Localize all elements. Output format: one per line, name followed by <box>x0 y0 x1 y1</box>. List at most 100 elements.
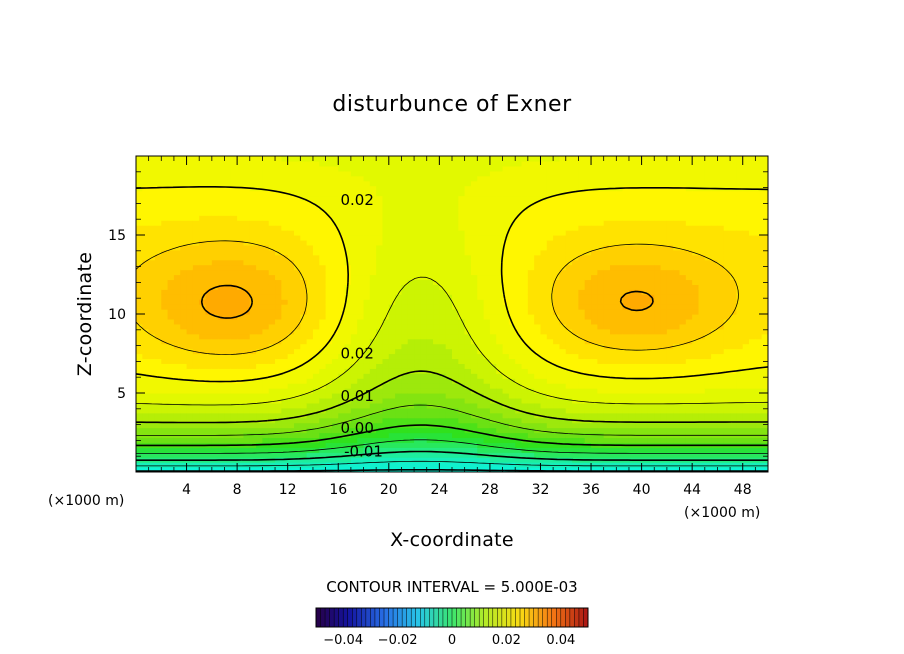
field-cell <box>496 284 504 290</box>
field-cell <box>388 254 396 261</box>
field-cell <box>401 407 409 414</box>
field-cell <box>407 358 415 364</box>
field-cell <box>331 437 339 443</box>
field-cell <box>186 397 194 404</box>
field-cell <box>414 254 421 261</box>
field-cell <box>344 333 352 340</box>
field-cell <box>154 215 162 221</box>
field-cell <box>142 254 150 261</box>
field-cell <box>540 437 548 443</box>
field-cell <box>584 437 592 443</box>
field-cell <box>414 388 421 394</box>
field-cell <box>483 358 491 364</box>
field-cell <box>319 264 327 271</box>
field-cell <box>243 299 251 305</box>
field-cell <box>312 185 320 192</box>
field-cell <box>439 239 447 246</box>
field-cell <box>154 200 162 206</box>
field-cell <box>294 289 301 295</box>
field-cell <box>603 235 611 241</box>
field-cell <box>458 412 466 419</box>
field-cell <box>489 358 497 364</box>
field-cell <box>426 205 434 211</box>
field-cell <box>275 447 282 453</box>
field-cell <box>622 397 630 404</box>
field-cell <box>230 235 238 241</box>
field-cell <box>388 437 396 443</box>
field-cell <box>591 462 598 468</box>
field-cell <box>388 328 396 335</box>
field-cell <box>426 328 434 335</box>
field-cell <box>559 427 567 434</box>
field-cell <box>224 180 232 187</box>
field-cell <box>167 195 175 202</box>
field-cell <box>180 314 188 320</box>
field-cell <box>407 185 415 192</box>
field-cell <box>445 269 453 276</box>
field-cell <box>142 314 150 320</box>
field-cell <box>382 427 390 434</box>
field-cell <box>414 363 421 369</box>
field-cell <box>578 358 586 364</box>
field-cell <box>376 289 384 295</box>
field-cell <box>420 165 428 172</box>
field-cell <box>591 180 598 187</box>
field-cell <box>192 279 200 285</box>
field-cell <box>148 289 156 295</box>
field-cell <box>199 467 207 472</box>
field-cell <box>622 195 630 202</box>
field-cell <box>211 180 219 187</box>
field-cell <box>363 437 371 443</box>
field-cell <box>382 239 390 246</box>
field-cell <box>338 294 346 300</box>
field-cell <box>376 393 384 399</box>
field-cell <box>294 437 301 443</box>
field-cell <box>565 422 573 429</box>
field-cell <box>192 393 200 399</box>
field-cell <box>597 205 605 211</box>
field-cell <box>420 363 428 369</box>
field-cell <box>211 348 219 355</box>
field-cell <box>136 264 143 271</box>
field-cell <box>142 407 150 414</box>
field-cell <box>363 175 371 182</box>
field-cell <box>186 289 194 295</box>
field-cell <box>622 175 630 182</box>
field-cell <box>540 170 548 177</box>
field-cell <box>439 225 447 231</box>
field-cell <box>331 274 339 281</box>
field-cell <box>161 180 169 187</box>
field-cell <box>591 397 598 404</box>
field-cell <box>489 220 497 226</box>
field-cell <box>306 422 314 429</box>
field-cell <box>616 215 624 221</box>
field-cell <box>477 417 485 424</box>
field-cell <box>294 249 301 256</box>
field-cell <box>534 328 542 335</box>
field-cell <box>572 235 579 241</box>
field-cell <box>521 244 529 251</box>
field-cell <box>281 348 289 355</box>
field-cell <box>445 284 453 290</box>
field-cell <box>521 393 529 399</box>
field-cell <box>546 235 554 241</box>
field-cell <box>312 358 320 364</box>
field-cell <box>211 412 219 419</box>
field-cell <box>395 279 403 285</box>
field-cell <box>363 373 371 379</box>
field-cell <box>154 264 162 271</box>
field-cell <box>325 304 333 310</box>
field-cell <box>161 274 169 281</box>
field-cell <box>388 200 396 206</box>
field-cell <box>483 264 491 271</box>
field-cell <box>433 462 440 468</box>
field-cell <box>553 383 561 389</box>
field-cell <box>344 210 352 216</box>
field-cell <box>268 160 276 167</box>
field-cell <box>546 180 554 187</box>
field-cell <box>230 215 238 221</box>
field-cell <box>369 279 377 285</box>
field-cell <box>603 205 611 211</box>
field-cell <box>515 427 523 434</box>
field-cell <box>616 407 624 414</box>
